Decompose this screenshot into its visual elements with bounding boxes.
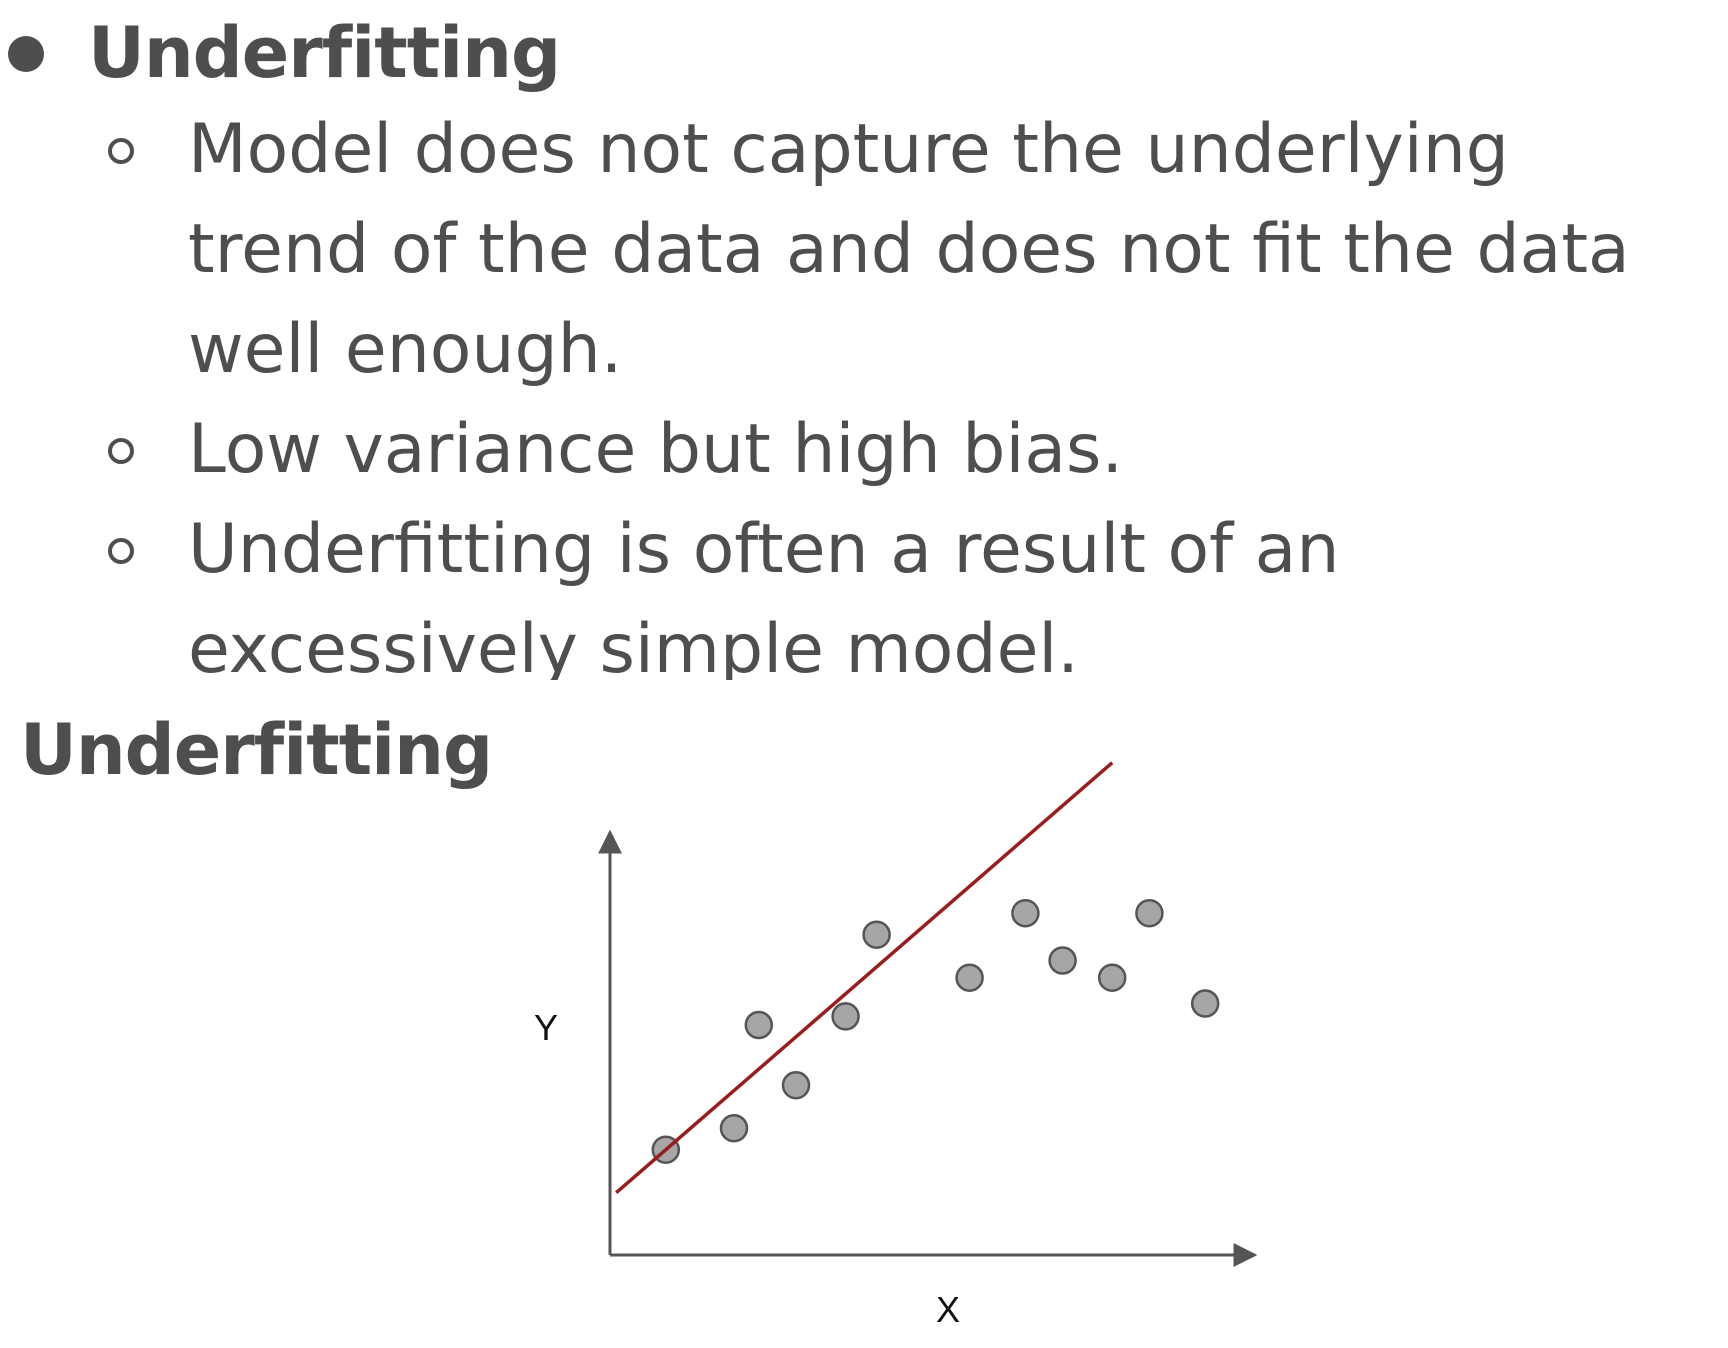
data-point-7 [955, 963, 984, 992]
data-point-9 [1048, 946, 1077, 975]
data-point-8 [1011, 898, 1040, 928]
chart-heading: Underfitting [20, 709, 493, 791]
data-point-5 [831, 1002, 860, 1031]
bullet-list: Underfitting Model does not capture the … [8, 12, 1728, 680]
data-point-3 [744, 1010, 774, 1040]
sub-bullet-3-line-2: excessively simple model. [188, 610, 1079, 680]
sub-bullet-1: Model does not capture the underlying tr… [188, 100, 1728, 400]
sub-bullet-2: Low variance but high bias. [188, 400, 1728, 500]
scatter-points [651, 898, 1220, 1164]
sub-bullet-1-line-1: Model does not capture the underlying [188, 110, 1509, 189]
sub-bullet-3-line-1: Underfitting is often a result of an [188, 510, 1340, 589]
sub-bullet-circle [108, 138, 134, 164]
data-point-12 [1190, 989, 1220, 1018]
sub-bullet-1-line-3: well enough. [188, 310, 623, 389]
y-axis-label: Y [534, 1007, 558, 1048]
data-point-4 [781, 1070, 811, 1100]
bullet-dot [8, 36, 44, 72]
x-axis-label: X [936, 1289, 960, 1330]
sub-bullet-1-line-2: trend of the data and does not fit the d… [188, 210, 1630, 289]
data-point-2 [719, 1113, 749, 1143]
data-point-6 [862, 920, 891, 949]
sub-bullet-2-line-1: Low variance but high bias. [188, 410, 1124, 489]
sub-bullet-circle [108, 438, 134, 464]
fit-line [615, 761, 1114, 1195]
sub-bullet-3: Underfitting is often a result of an exc… [188, 500, 1728, 680]
data-point-10 [1097, 963, 1127, 992]
data-point-11 [1135, 898, 1164, 928]
main-bullet-text: Underfitting [88, 12, 561, 94]
sub-bullet-circle [108, 538, 134, 564]
